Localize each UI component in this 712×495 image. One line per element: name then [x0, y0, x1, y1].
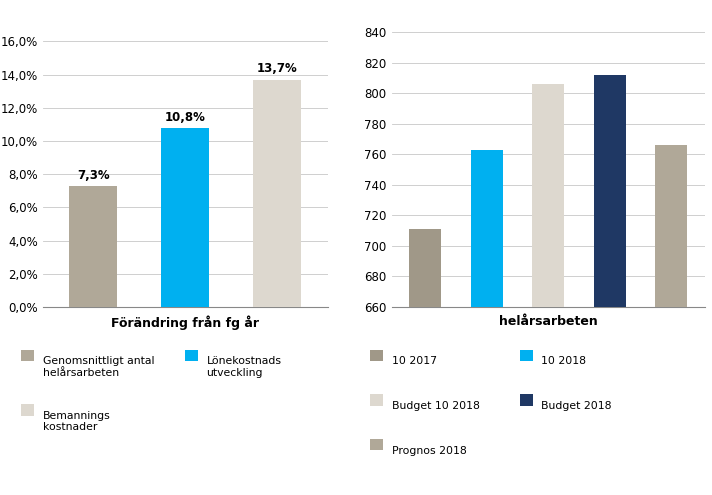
- Text: Prognos 2018: Prognos 2018: [392, 446, 466, 455]
- Text: 10 2018: 10 2018: [541, 356, 586, 366]
- Bar: [69, 186, 117, 307]
- Text: 10 2017: 10 2017: [392, 356, 436, 366]
- Text: 10,8%: 10,8%: [164, 110, 206, 124]
- Text: 13,7%: 13,7%: [256, 62, 298, 75]
- Bar: [161, 128, 209, 307]
- Text: Budget 2018: Budget 2018: [541, 401, 612, 411]
- Text: Lönekostnads
utveckling: Lönekostnads utveckling: [206, 356, 281, 378]
- X-axis label: helårsarbeten: helårsarbeten: [499, 315, 597, 328]
- Text: 7,3%: 7,3%: [77, 169, 110, 182]
- Text: Bemannings
kostnader: Bemannings kostnader: [43, 411, 110, 433]
- Bar: [655, 145, 687, 495]
- Text: Genomsnittligt antal
helårsarbeten: Genomsnittligt antal helårsarbeten: [43, 356, 155, 378]
- X-axis label: Förändring från fg år: Förändring från fg år: [111, 315, 259, 330]
- Bar: [253, 80, 301, 307]
- Bar: [533, 84, 564, 495]
- Bar: [594, 75, 626, 495]
- Bar: [409, 229, 441, 495]
- Bar: [471, 150, 503, 495]
- Text: Budget 10 2018: Budget 10 2018: [392, 401, 479, 411]
